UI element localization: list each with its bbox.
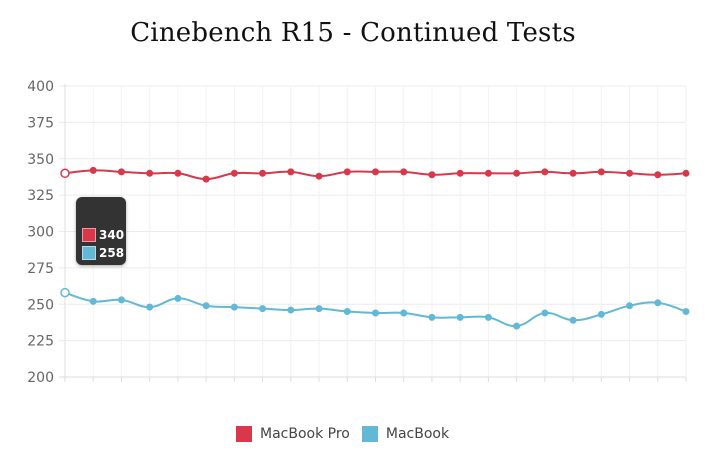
tooltip-swatch-macbook bbox=[82, 246, 96, 260]
data-point-macbook-pro[interactable] bbox=[372, 168, 379, 176]
data-point-macbook-pro[interactable] bbox=[682, 169, 690, 177]
data-point-macbook-pro[interactable] bbox=[343, 168, 351, 176]
y-tick-label: 300 bbox=[27, 225, 54, 241]
tooltip-value-macbook: 258 bbox=[99, 246, 125, 260]
chart-legend: MacBook Pro MacBook bbox=[236, 426, 461, 442]
data-point-macbook-pro[interactable] bbox=[315, 172, 323, 180]
data-point-macbook-pro[interactable] bbox=[287, 168, 295, 176]
legend-item-macbook[interactable]: MacBook bbox=[361, 426, 450, 442]
y-tick-label: 325 bbox=[27, 188, 54, 204]
data-point-macbook-pro[interactable] bbox=[230, 169, 238, 177]
data-point-macbook[interactable] bbox=[315, 305, 323, 313]
data-point-macbook-pro[interactable] bbox=[484, 169, 492, 177]
data-point-macbook[interactable] bbox=[259, 305, 267, 313]
data-point-macbook[interactable] bbox=[400, 309, 408, 317]
data-point-macbook-pro[interactable] bbox=[202, 175, 210, 183]
legend-label-macbook-pro: MacBook Pro bbox=[260, 426, 350, 442]
data-point-macbook[interactable] bbox=[597, 310, 605, 318]
data-point-macbook[interactable] bbox=[60, 287, 70, 298]
data-point-macbook-pro[interactable] bbox=[456, 169, 464, 177]
legend-swatch-macbook bbox=[361, 426, 378, 442]
data-point-macbook-pro[interactable] bbox=[541, 168, 549, 176]
data-point-macbook[interactable] bbox=[484, 313, 492, 321]
tooltip-row-macbook: 258 bbox=[82, 246, 124, 260]
data-point-macbook-pro[interactable] bbox=[597, 168, 605, 176]
data-point-macbook[interactable] bbox=[626, 302, 634, 310]
data-point-macbook[interactable] bbox=[372, 309, 379, 317]
data-point-macbook[interactable] bbox=[146, 303, 154, 311]
data-point-macbook-pro[interactable] bbox=[654, 171, 662, 179]
data-point-macbook-pro[interactable] bbox=[117, 168, 125, 176]
tooltip-swatch-macbook-pro bbox=[82, 228, 96, 242]
data-point-macbook-pro[interactable] bbox=[428, 171, 436, 179]
legend-label-macbook: MacBook bbox=[385, 426, 450, 442]
data-point-macbook-pro[interactable] bbox=[626, 169, 634, 177]
data-point-macbook-pro[interactable] bbox=[146, 169, 154, 177]
data-point-macbook[interactable] bbox=[202, 302, 210, 310]
data-tooltip: 340 258 bbox=[76, 197, 126, 265]
y-tick-label: 225 bbox=[27, 334, 54, 350]
data-point-macbook-pro[interactable] bbox=[569, 169, 577, 177]
data-point-macbook[interactable] bbox=[230, 303, 238, 311]
y-tick-label: 375 bbox=[27, 115, 54, 131]
data-point-macbook[interactable] bbox=[287, 306, 295, 314]
data-point-macbook-pro[interactable] bbox=[259, 169, 267, 177]
data-point-macbook[interactable] bbox=[513, 322, 521, 330]
data-point-macbook[interactable] bbox=[174, 294, 182, 302]
y-tick-label: 350 bbox=[27, 152, 54, 168]
legend-item-macbook-pro[interactable]: MacBook Pro bbox=[236, 426, 350, 442]
data-point-macbook[interactable] bbox=[117, 296, 125, 304]
tooltip-row-macbook-pro: 340 bbox=[82, 228, 124, 242]
y-tick-label: 400 bbox=[27, 79, 54, 95]
grid-layer bbox=[59, 84, 687, 382]
data-point-macbook-pro[interactable] bbox=[513, 169, 521, 177]
data-point-macbook[interactable] bbox=[654, 299, 662, 307]
data-point-macbook[interactable] bbox=[343, 308, 351, 316]
y-tick-label: 275 bbox=[27, 261, 54, 277]
series-layer bbox=[60, 166, 690, 330]
data-point-macbook[interactable] bbox=[682, 308, 690, 316]
y-tick-label: 250 bbox=[27, 297, 54, 313]
data-point-macbook-pro[interactable] bbox=[174, 169, 182, 177]
data-point-macbook-pro[interactable] bbox=[60, 168, 70, 179]
y-axis: 400 375 350 325 300 275 250 225 200 bbox=[27, 79, 54, 386]
data-point-macbook-pro[interactable] bbox=[400, 168, 408, 176]
data-point-macbook-pro[interactable] bbox=[89, 166, 97, 174]
data-point-macbook[interactable] bbox=[456, 313, 464, 321]
chart-title: Cinebench R15 - Continued Tests bbox=[130, 18, 576, 48]
data-point-macbook[interactable] bbox=[541, 309, 549, 317]
data-point-macbook[interactable] bbox=[569, 316, 577, 324]
tooltip-value-macbook-pro: 340 bbox=[99, 228, 125, 242]
data-point-macbook[interactable] bbox=[428, 313, 436, 321]
data-point-macbook[interactable] bbox=[89, 297, 97, 305]
legend-swatch-macbook-pro bbox=[236, 426, 252, 442]
y-tick-label: 200 bbox=[27, 370, 54, 386]
